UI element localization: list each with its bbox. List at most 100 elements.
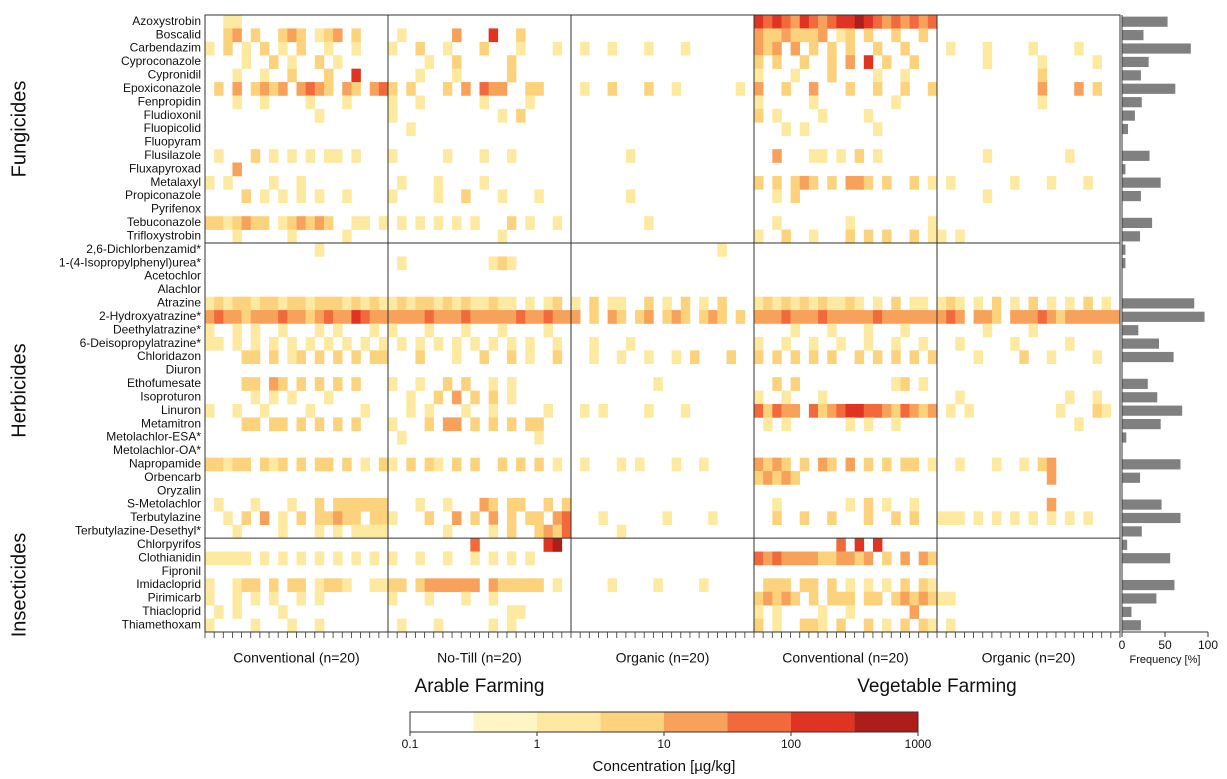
heat-cell xyxy=(808,403,819,418)
heat-cell xyxy=(314,28,325,43)
heat-cell xyxy=(470,310,480,324)
heat-cell xyxy=(598,403,608,418)
frequency-bar xyxy=(1122,150,1150,161)
heat-cell xyxy=(635,457,645,472)
heat-cell xyxy=(781,457,791,472)
heat-cell xyxy=(937,310,947,324)
heat-cell xyxy=(525,82,535,96)
heat-cell xyxy=(772,108,782,123)
heat-cell xyxy=(278,216,288,230)
heat-cell xyxy=(680,310,691,324)
heat-cell xyxy=(269,310,279,324)
heat-cell xyxy=(415,41,425,56)
heat-cell xyxy=(424,310,435,324)
heat-cell xyxy=(1110,310,1121,324)
heat-cell xyxy=(872,591,883,606)
heat-cell xyxy=(360,296,370,311)
heat-cell xyxy=(790,591,801,606)
heat-cell xyxy=(918,28,929,43)
heat-cell xyxy=(781,296,791,311)
heat-cell xyxy=(488,296,499,311)
heat-cell xyxy=(397,336,407,351)
row-label: Chlorpyrifos xyxy=(137,537,201,551)
heat-cell xyxy=(214,296,224,311)
heat-cell xyxy=(223,551,233,566)
heat-cell xyxy=(232,229,242,244)
heat-cell xyxy=(671,350,682,365)
heat-cell xyxy=(506,524,517,539)
heatmap-frame xyxy=(204,14,1121,633)
heat-cell xyxy=(772,511,782,525)
heat-cell xyxy=(314,243,325,257)
heat-cell xyxy=(461,310,471,324)
heat-cell xyxy=(872,538,883,552)
row-label: Atrazine xyxy=(157,296,201,310)
heat-cell xyxy=(991,457,1002,472)
row-label: Flusilazole xyxy=(144,148,201,162)
heat-cell xyxy=(506,55,517,69)
row-label: Carbendazim xyxy=(130,41,201,55)
heat-cell xyxy=(342,189,352,204)
heat-cell xyxy=(1010,336,1020,351)
heat-cell xyxy=(1065,390,1075,405)
heat-cell xyxy=(854,538,865,552)
heat-cell xyxy=(424,55,435,69)
heat-cell xyxy=(818,108,828,123)
heat-cell xyxy=(772,377,782,391)
heat-cell xyxy=(1083,296,1093,311)
heat-cell xyxy=(781,471,791,485)
heat-cell xyxy=(671,310,682,324)
heat-cell xyxy=(818,403,828,418)
heat-cell xyxy=(241,55,252,69)
frequency-bar xyxy=(1122,70,1141,81)
heat-cell xyxy=(452,457,462,472)
heat-cell xyxy=(333,28,343,43)
heat-cell xyxy=(223,511,233,525)
heat-cell xyxy=(250,82,261,96)
heat-cell xyxy=(589,296,599,311)
heat-cell xyxy=(488,336,499,351)
heat-cell xyxy=(927,15,938,29)
heat-cell xyxy=(927,350,938,365)
heat-cell xyxy=(534,430,544,445)
heat-cell xyxy=(845,229,855,244)
heat-cell xyxy=(388,457,398,472)
heat-cell xyxy=(497,229,508,244)
heat-cell xyxy=(1037,457,1048,472)
heat-cell xyxy=(534,310,544,324)
heat-cell xyxy=(433,578,444,593)
heat-cell xyxy=(927,229,938,244)
heat-cell xyxy=(232,296,242,311)
row-label: Fluxapyroxad xyxy=(129,161,201,175)
heat-cell xyxy=(927,216,938,230)
colorbar-bin xyxy=(727,712,791,732)
heat-cell xyxy=(314,55,325,69)
heat-cell xyxy=(241,511,252,525)
frequency-bar xyxy=(1122,217,1153,228)
heat-cell xyxy=(808,28,819,43)
heat-cell xyxy=(937,229,947,244)
heat-cell xyxy=(955,390,965,405)
heat-cell xyxy=(388,417,398,432)
heat-cell xyxy=(278,323,288,338)
heat-cell xyxy=(616,350,627,365)
heat-cell xyxy=(1037,82,1048,96)
heat-cell xyxy=(250,296,261,311)
heat-cell xyxy=(470,417,480,432)
heat-cell xyxy=(754,175,764,190)
heat-cell xyxy=(845,175,855,190)
heat-cell xyxy=(287,578,297,593)
heat-cell xyxy=(269,149,279,163)
heat-cell xyxy=(314,551,325,566)
heat-cell xyxy=(699,457,709,472)
frequency-bar xyxy=(1122,499,1162,510)
heat-cell xyxy=(205,323,215,338)
heat-cell xyxy=(323,390,334,405)
heat-cell xyxy=(863,403,874,418)
heat-cell xyxy=(516,310,526,324)
heat-cell xyxy=(552,524,563,539)
frequency-bar xyxy=(1122,325,1139,336)
heat-cell xyxy=(360,524,370,539)
heat-cell xyxy=(845,15,855,29)
